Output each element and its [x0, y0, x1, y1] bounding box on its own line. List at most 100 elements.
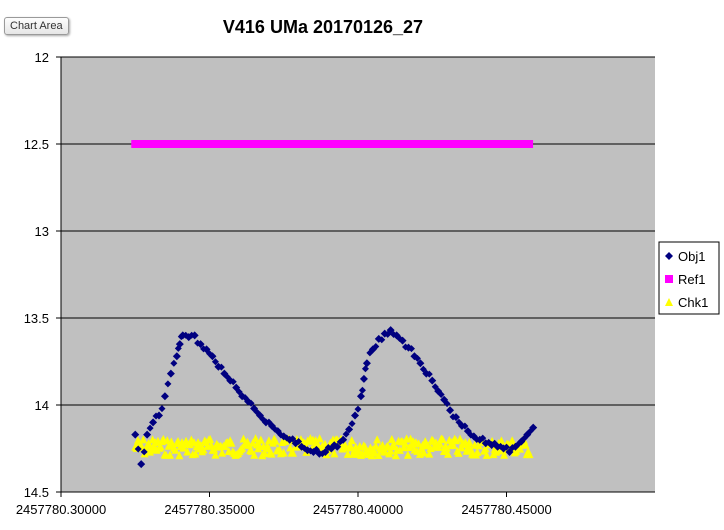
chk1-point	[191, 449, 200, 458]
chk1-point	[482, 450, 491, 459]
chk1-point	[387, 434, 396, 443]
chart-area-tooltip: Chart Area	[4, 17, 69, 35]
chk1-point	[373, 435, 382, 444]
chk1-point	[144, 439, 153, 448]
chk1-point	[238, 443, 247, 452]
chk1-point	[497, 436, 506, 445]
x-tick-label: 2457780.45000	[461, 502, 551, 517]
x-tick-label: 2457780.35000	[164, 502, 254, 517]
chk1-point	[271, 436, 280, 445]
chk1-point	[438, 435, 447, 444]
obj1-point	[428, 376, 437, 385]
chk1-point	[374, 450, 383, 459]
ref1-point	[525, 140, 534, 148]
obj1-point	[217, 363, 225, 371]
chk1-point	[330, 449, 339, 458]
chk1-point	[244, 440, 253, 449]
chk1-point	[391, 451, 400, 460]
chk1-point	[210, 445, 219, 454]
obj1-point	[158, 405, 166, 413]
chk1-point	[435, 439, 444, 448]
obj1-point	[149, 418, 158, 427]
y-tick-label: 13.5	[24, 311, 49, 326]
plot-area[interactable]	[61, 57, 655, 492]
obj1-point	[155, 411, 164, 420]
obj1-point	[359, 374, 368, 383]
obj1-point	[140, 448, 148, 456]
y-tick-label: 14	[35, 398, 49, 413]
legend-marker	[665, 298, 673, 306]
obj1-point	[131, 430, 140, 439]
chk1-point	[443, 449, 452, 458]
obj1-point	[443, 400, 451, 408]
obj1-point	[172, 352, 181, 361]
obj1-point	[461, 422, 469, 430]
obj1-point	[348, 420, 356, 428]
chk1-point	[395, 445, 404, 454]
chk1-point	[425, 449, 434, 458]
chk1-point	[315, 434, 324, 443]
obj1-point	[143, 430, 152, 439]
chk1-point	[343, 449, 352, 458]
obj1-point	[160, 392, 169, 401]
y-axis-labels: 12 12.5 13 13.5 14 14.5	[24, 50, 49, 500]
chk1-point	[371, 441, 380, 450]
obj1-point	[247, 399, 255, 407]
chk1-point	[386, 446, 395, 455]
chk1-point	[227, 438, 236, 447]
chk1-point	[401, 439, 410, 448]
legend-marker	[665, 275, 673, 283]
obj1-point	[362, 359, 371, 368]
chk1-point	[156, 442, 165, 451]
legend-label: Obj1	[678, 249, 705, 264]
obj1-point	[164, 380, 172, 388]
chk1-point	[288, 448, 297, 457]
chk1-point	[199, 445, 208, 454]
obj1-point	[289, 435, 297, 443]
chk1-point	[449, 440, 458, 449]
chart-title: V416 UMa 20170126_27	[223, 17, 423, 37]
chk1-point	[171, 445, 180, 454]
chk1-point	[473, 448, 482, 457]
chk1-point	[481, 444, 490, 453]
chk1-point	[370, 448, 379, 457]
obj1-point	[398, 336, 407, 345]
x-tick-label: 2457780.30000	[16, 502, 106, 517]
obj1-point	[137, 460, 146, 469]
legend-label: Chk1	[678, 295, 708, 310]
obj1-point	[378, 336, 386, 344]
chk1-point	[165, 450, 174, 459]
chk1-point	[465, 438, 474, 447]
chk1-point	[218, 448, 227, 457]
obj1-point	[190, 331, 199, 340]
obj1-point	[134, 445, 142, 453]
obj1-point	[345, 425, 354, 434]
obj1-point	[529, 423, 538, 432]
chk1-point	[346, 441, 355, 450]
obj1-point	[446, 406, 455, 415]
series-obj1	[131, 326, 538, 469]
chk1-point	[251, 434, 260, 443]
series-layer	[131, 140, 538, 469]
chk1-point	[239, 434, 248, 443]
chk1-point	[263, 442, 272, 451]
obj1-point	[295, 438, 303, 446]
chk1-point	[211, 450, 220, 459]
chk1-point	[347, 436, 356, 445]
obj1-point	[356, 392, 365, 401]
obj1-point	[479, 434, 487, 442]
obj1-point	[372, 342, 380, 350]
chk1-point	[256, 435, 265, 444]
obj1-point	[503, 443, 510, 451]
chk1-point	[139, 435, 148, 444]
obj1-point	[665, 252, 673, 260]
obj1-point	[452, 413, 461, 422]
legend[interactable]: Obj1 Ref1 Chk1	[658, 241, 720, 315]
y-tick-label: 12	[35, 50, 49, 65]
chk1-point	[442, 443, 451, 452]
obj1-point	[413, 354, 421, 362]
x-tick-label: 2457780.40000	[313, 502, 403, 517]
y-tick-label: 12.5	[24, 137, 49, 152]
chk1-point	[250, 450, 259, 459]
